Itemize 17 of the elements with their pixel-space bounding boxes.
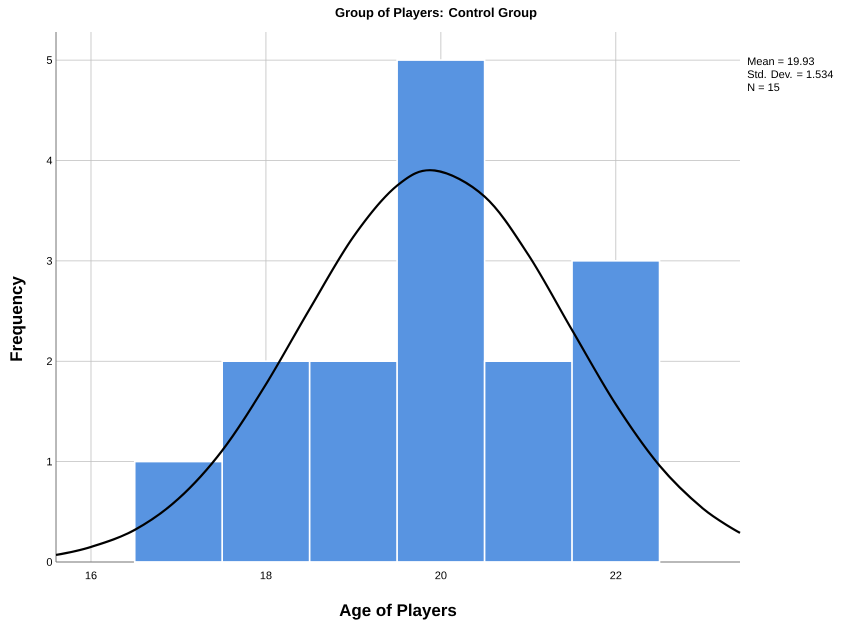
- y-tick-label: 4: [46, 156, 52, 164]
- x-tick-label: 20: [435, 572, 447, 580]
- line-series: [54, 169, 742, 556]
- y-tick-label: 5: [46, 56, 52, 64]
- text: Std. Dev. = 1.534: [748, 70, 834, 78]
- x-tick-label: 16: [86, 572, 97, 580]
- chart-title: Group of Players: Control Group: [336, 8, 536, 20]
- text: N = 15: [748, 83, 780, 92]
- y-tick-label: 1: [47, 458, 52, 466]
- x-tick-label: 22: [610, 572, 622, 580]
- x-axis-title: Age of Players: [340, 604, 456, 620]
- y-tick-label: 0: [46, 558, 52, 566]
- x-tick-label: 18: [260, 572, 272, 580]
- text: Mean = 19.93: [748, 57, 814, 66]
- y-tick-label: 3: [46, 256, 52, 265]
- y-tick-label: 2: [46, 357, 52, 366]
- y-axis-title: Frequency: [10, 276, 26, 361]
